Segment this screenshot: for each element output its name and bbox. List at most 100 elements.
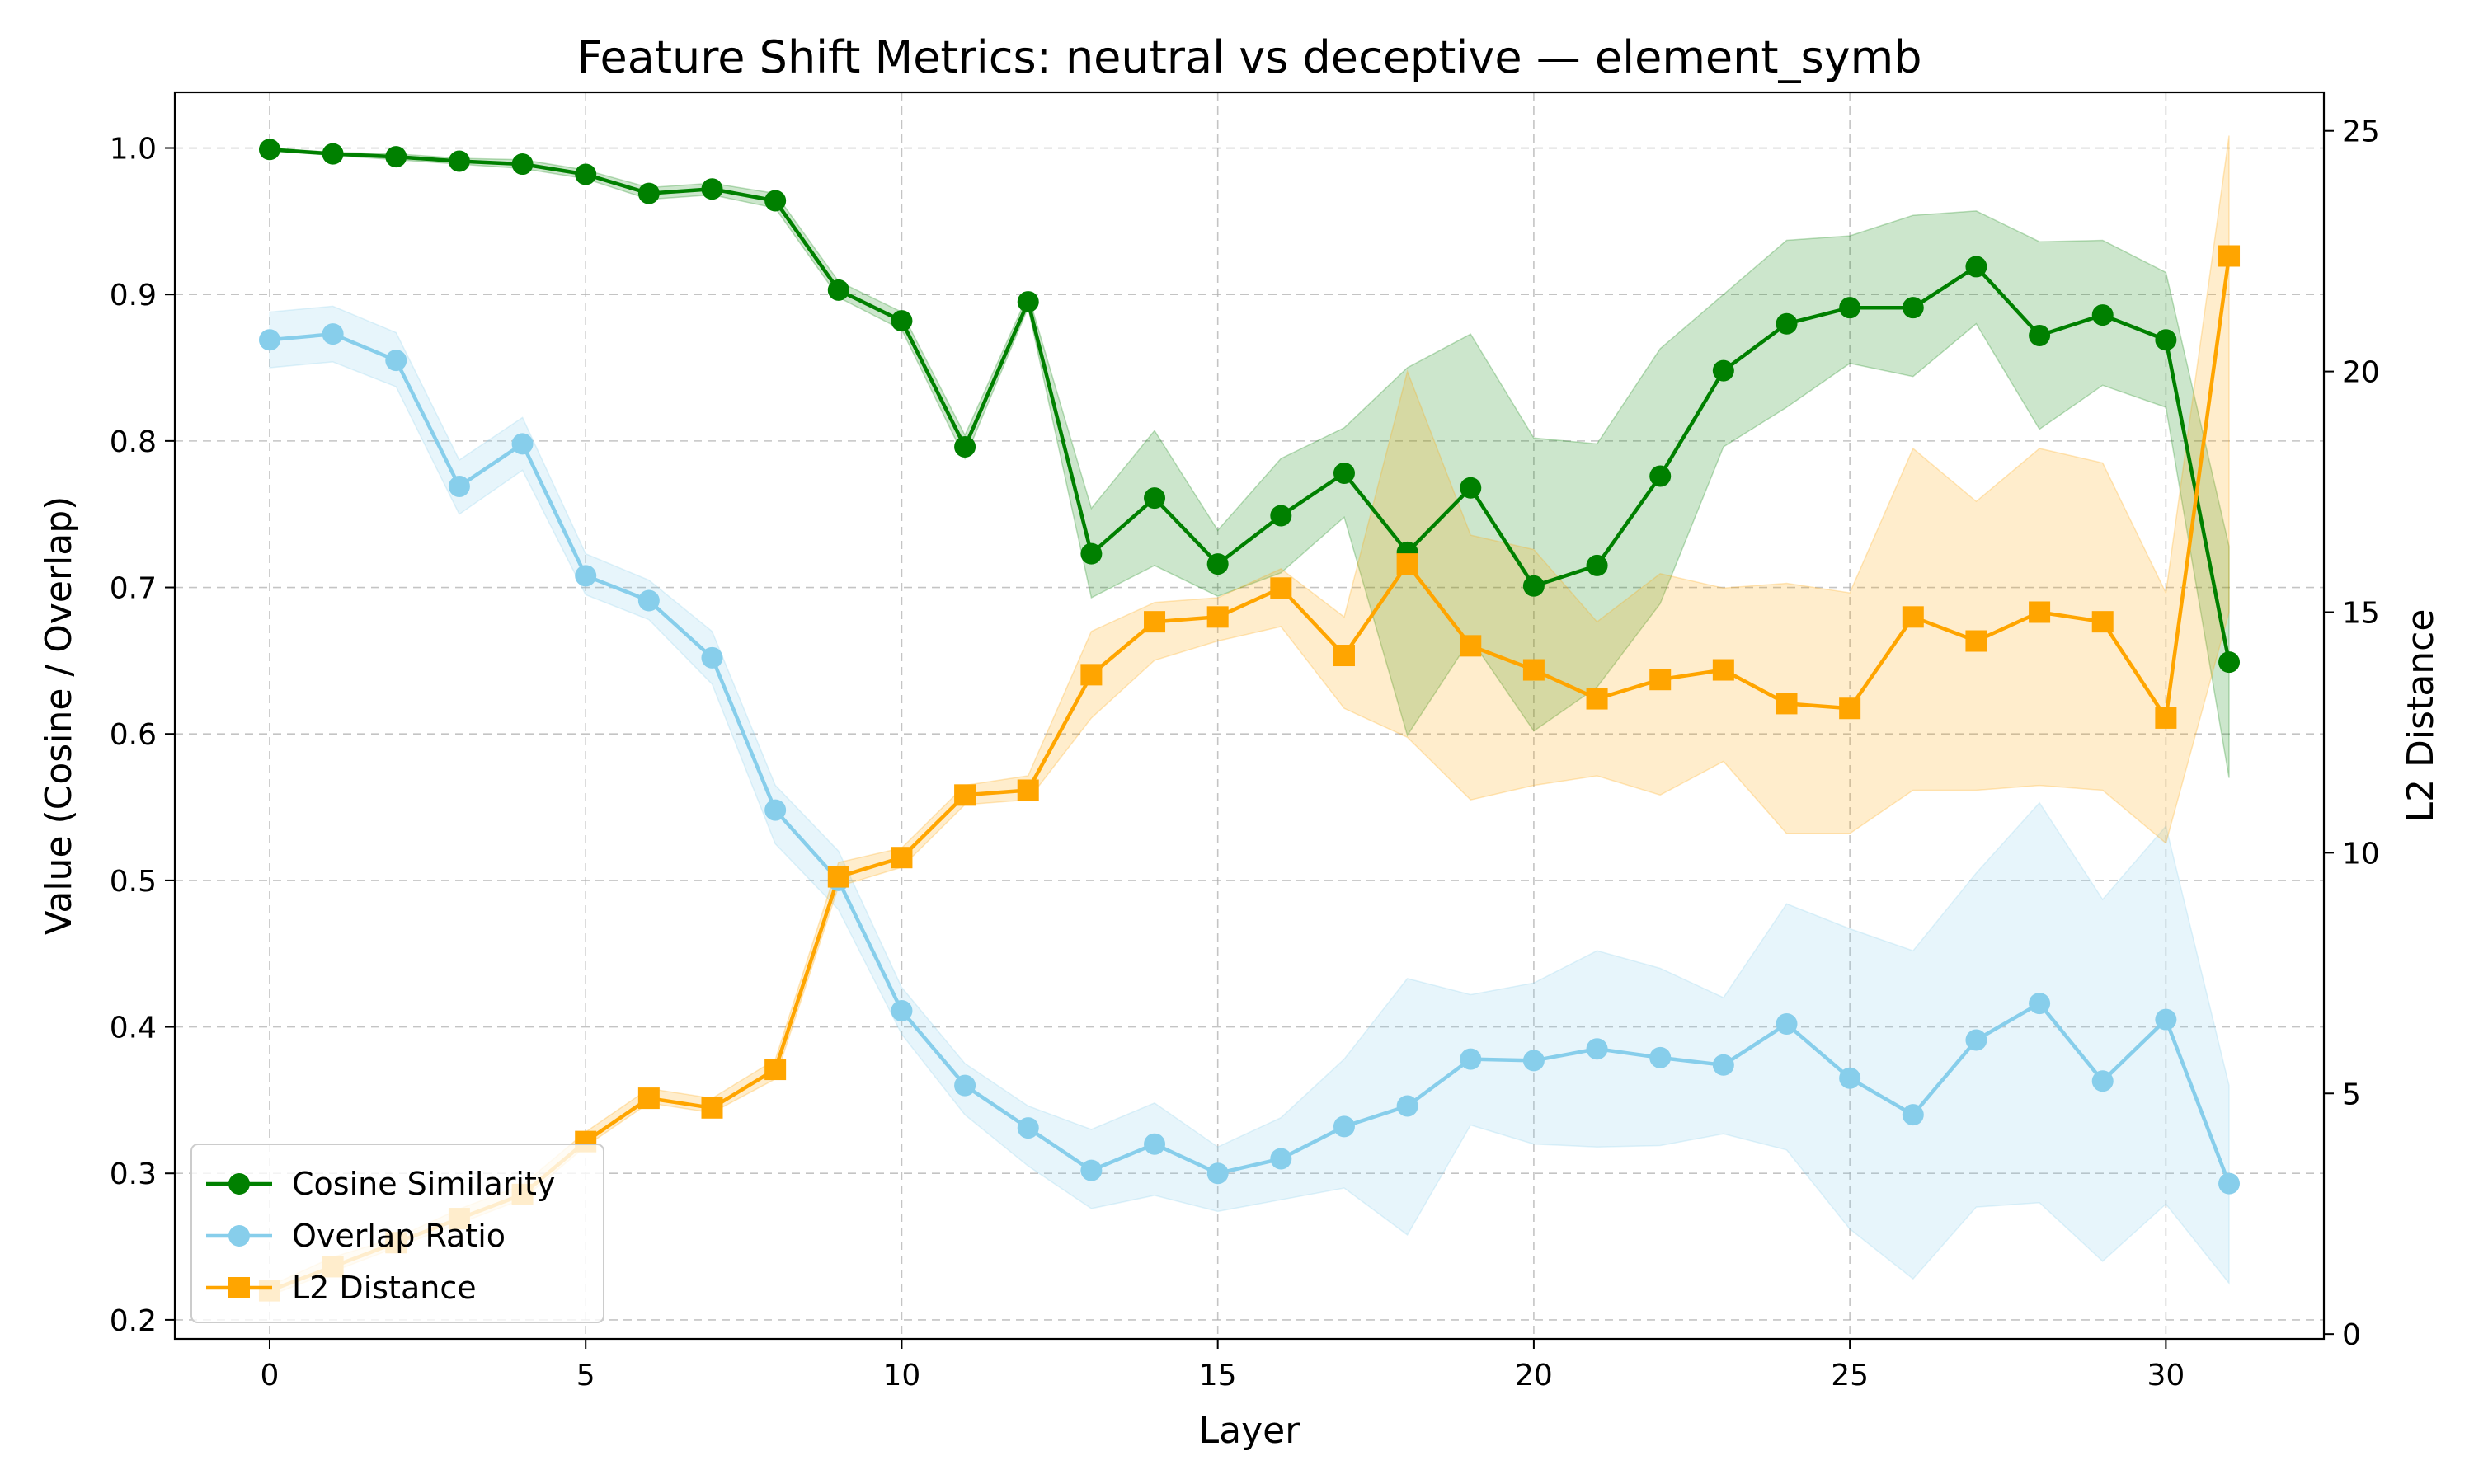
overlap-ratio-band: [269, 305, 2230, 1285]
overlap-ratio-point: [954, 1074, 976, 1097]
x-tick-label: 0: [261, 1359, 280, 1392]
band-layer: [269, 135, 2230, 1297]
overlap-ratio-point: [1586, 1038, 1608, 1060]
l2-distance-point: [2218, 245, 2241, 267]
cosine-similarity-point: [385, 146, 407, 168]
overlap-ratio-point: [891, 1000, 913, 1022]
l2-distance-point: [1333, 645, 1355, 667]
overlap-ratio-point: [1902, 1104, 1924, 1126]
x-tick-label: 10: [883, 1359, 921, 1392]
legend-marker-l2-distance: [228, 1277, 250, 1298]
overlap-ratio-point: [637, 589, 660, 612]
legend-label-l2-distance: L2 Distance: [292, 1270, 477, 1306]
l2-distance-point: [1776, 693, 1798, 715]
l2-distance-point: [1965, 630, 1987, 652]
l2-distance-point: [1080, 664, 1103, 686]
cosine-similarity-point: [1586, 554, 1608, 576]
x-axis-title: Layer: [1199, 1410, 1301, 1452]
l2-distance-point: [701, 1097, 723, 1119]
l2-distance-point: [1902, 606, 1924, 628]
y-tick-label-right: 15: [2342, 596, 2380, 630]
y-tick-label-left: 0.9: [110, 279, 157, 312]
y-tick-label-right: 20: [2342, 356, 2380, 390]
y-tick-label-left: 0.3: [110, 1158, 157, 1191]
l2-distance-point: [827, 866, 849, 888]
overlap-ratio-point: [2091, 1070, 2114, 1092]
cosine-similarity-point: [1206, 553, 1229, 575]
overlap-ratio-point: [1712, 1054, 1734, 1076]
cosine-similarity-point: [1460, 477, 1482, 499]
x-tick-label: 20: [1515, 1359, 1553, 1392]
chart-title: Feature Shift Metrics: neutral vs decept…: [576, 31, 1921, 83]
cosine-similarity-point: [1144, 487, 1166, 510]
overlap-ratio-point: [2218, 1172, 2241, 1195]
y-tick-label-left: 0.8: [110, 425, 157, 459]
l2-distance-band: [269, 135, 2230, 1297]
cosine-similarity-point: [1902, 297, 1924, 319]
y-tick-label-left: 1.0: [110, 133, 157, 167]
y-tick-label-left: 0.7: [110, 572, 157, 606]
cosine-similarity-point: [1080, 542, 1103, 565]
x-tick-label: 15: [1199, 1359, 1237, 1392]
l2-distance-point: [764, 1059, 787, 1081]
l2-distance-point: [891, 847, 913, 869]
overlap-ratio-point: [511, 433, 534, 455]
overlap-ratio-point: [1017, 1117, 1039, 1139]
overlap-ratio-point: [1839, 1067, 1861, 1089]
cosine-similarity-point: [1270, 505, 1292, 527]
overlap-ratio-point: [1206, 1162, 1229, 1185]
legend-label-cosine-similarity: Cosine Similarity: [292, 1166, 555, 1202]
l2-distance-point: [2155, 707, 2177, 729]
y-tick-label-left: 0.6: [110, 718, 157, 752]
l2-distance-point: [1270, 577, 1292, 599]
x-tick-label: 5: [576, 1359, 595, 1392]
l2-distance-point: [1712, 659, 1734, 681]
l2-distance-point: [1522, 659, 1545, 681]
plot-frame: [173, 91, 2326, 1341]
overlap-ratio-point: [1270, 1148, 1292, 1170]
overlap-ratio-point: [322, 323, 344, 345]
overlap-ratio-point: [385, 350, 407, 372]
overlap-ratio-point: [448, 475, 470, 497]
overlap-ratio-point: [1649, 1046, 1672, 1068]
y-tick-label-right: 25: [2342, 115, 2380, 149]
overlap-ratio-point: [1080, 1159, 1103, 1181]
cosine-similarity-point: [1712, 359, 1734, 382]
overlap-ratio-point: [2029, 993, 2051, 1015]
overlap-ratio-point: [1396, 1095, 1418, 1117]
legend-box: [190, 1144, 604, 1323]
cosine-similarity-point: [448, 150, 470, 172]
overlap-ratio-point: [1965, 1029, 1987, 1051]
l2-distance-point: [1460, 635, 1482, 657]
cosine-similarity-point: [2155, 329, 2177, 351]
y-tick-label-left: 0.4: [110, 1012, 157, 1045]
y-tick-label-right: 10: [2342, 837, 2380, 871]
y-tick-label-left: 0.2: [110, 1304, 157, 1338]
cosine-similarity-point: [258, 139, 280, 161]
cosine-similarity-point: [1522, 575, 1545, 597]
l2-distance-point: [1649, 669, 1672, 691]
legend-marker-overlap-ratio: [228, 1225, 250, 1247]
x-tick-label: 30: [2147, 1359, 2185, 1392]
cosine-similarity-point: [575, 163, 597, 186]
y-axis-title-left: Value (Cosine / Overlap): [38, 496, 80, 936]
cosine-similarity-point: [1017, 291, 1039, 313]
l2-distance-point: [1144, 611, 1166, 633]
cosine-similarity-point: [1333, 462, 1355, 484]
cosine-similarity-point: [1965, 256, 1987, 278]
y-tick-label-right: 5: [2342, 1078, 2361, 1111]
x-tick-label: 25: [1831, 1359, 1869, 1392]
l2-distance-point: [2091, 611, 2114, 633]
l2-distance-point: [1017, 779, 1039, 801]
cosine-similarity-point: [1776, 312, 1798, 335]
cosine-similarity-point: [2091, 304, 2114, 326]
overlap-ratio-point: [258, 329, 280, 351]
cosine-similarity-point: [701, 178, 723, 200]
y-tick-label-right: 0: [2342, 1318, 2361, 1352]
overlap-ratio-point: [2155, 1008, 2177, 1031]
cosine-similarity-point: [764, 190, 787, 212]
l2-distance-point: [1206, 606, 1229, 628]
cosine-similarity-point: [637, 182, 660, 204]
cosine-similarity-point: [2218, 651, 2241, 674]
